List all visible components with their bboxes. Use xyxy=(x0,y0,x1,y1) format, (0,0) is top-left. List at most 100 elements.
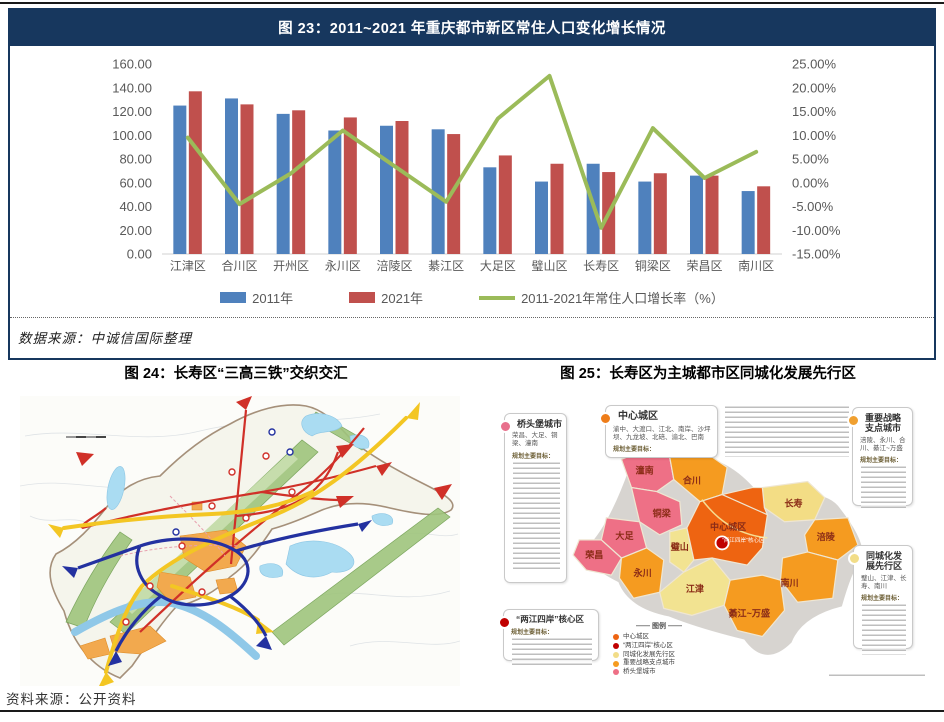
svg-text:长寿区: 长寿区 xyxy=(583,259,619,273)
svg-text:合川区: 合川区 xyxy=(221,258,257,273)
callout-tongchenghua: 同城化发展先行区 璧山、江津、长寿、南川 规划主要目标： xyxy=(848,545,913,655)
legend-item: 桥头堡城市 xyxy=(613,668,705,677)
legend-item: 同城化发展先行区 xyxy=(613,651,705,660)
callout-title: 重要战略支点城市 xyxy=(865,413,902,434)
orange-dot-icon xyxy=(847,414,860,427)
svg-text:江津: 江津 xyxy=(686,583,704,594)
dotted-divider xyxy=(10,317,934,318)
callout-zhongxinchengqu: 中心城区 渝中、大渡口、江北、南岸、沙坪坝、九龙坡、北碚、渝北、巴南 规划主要目… xyxy=(599,405,718,458)
lakes xyxy=(106,413,394,578)
svg-text:璧山区: 璧山区 xyxy=(531,258,567,273)
svg-text:铜梁区: 铜梁区 xyxy=(635,258,671,273)
figure23-panel: 图 23：2011~2021 年重庆都市新区常住人口变化增长情况 160.00 1… xyxy=(8,8,936,360)
figure24-caption: 图 24：长寿区“三高三铁”交织交汇 xyxy=(124,366,348,382)
legend-swatch-growth xyxy=(479,295,516,300)
legend-item: “两江四岸”核心区 xyxy=(613,642,705,651)
legend-swatch-2011 xyxy=(220,292,247,303)
legend-item-growth: 2011-2021年常住人口增长率（%） xyxy=(479,288,724,307)
svg-text:5.00%: 5.00% xyxy=(792,152,829,167)
top-rule xyxy=(0,2,944,4)
svg-text:涪陵: 涪陵 xyxy=(817,531,836,542)
legend-dot-icon xyxy=(613,660,619,667)
svg-text:长寿: 长寿 xyxy=(785,498,803,509)
callout-paragraph xyxy=(723,404,851,458)
svg-text:荣昌区: 荣昌区 xyxy=(686,259,722,273)
figure24-image xyxy=(20,396,460,686)
callout-cities: 璧山、江津、长寿、南川 xyxy=(861,574,907,590)
callout-cities: 涪陵、永川、合川、綦江~万盛 xyxy=(860,436,906,452)
legend-label-growth: 2011-2021年常住人口增长率（%） xyxy=(521,291,724,306)
legend-label-2021: 2021年 xyxy=(381,291,424,306)
pink-dot-icon xyxy=(499,420,512,433)
yellow-dot-icon xyxy=(848,552,861,565)
legend-dot-icon xyxy=(613,669,619,676)
figure23-source: 数据来源：中诚信国际整理 xyxy=(18,331,192,346)
callout-goal-label: 规划主要目标： xyxy=(511,629,554,636)
rail-shield-icons xyxy=(172,428,294,536)
legend-swatch-2021 xyxy=(349,292,376,303)
legend-item-2021: 2021年 xyxy=(349,288,423,307)
district-labels: 潼南 合川 长寿 铜梁 大足 荣昌 永川 璧山 中心城区 涪陵 江津 南川 綦江… xyxy=(584,464,836,618)
svg-text:10.00%: 10.00% xyxy=(792,128,837,143)
figure23-chart: 160.00 140.00 120.00 100.00 80.00 60.00 40.00 2… xyxy=(10,46,934,317)
svg-text:大足: 大足 xyxy=(615,530,634,541)
svg-text:綦江区: 綦江区 xyxy=(428,259,464,273)
svg-text:合川: 合川 xyxy=(683,475,701,486)
svg-text:大足区: 大足区 xyxy=(480,259,516,273)
svg-text:20.00%: 20.00% xyxy=(792,80,837,95)
callout-goal-label: 规划主要目标： xyxy=(860,457,903,464)
svg-text:江津区: 江津区 xyxy=(170,259,206,273)
svg-text:“两江四岸”核心区: “两江四岸”核心区 xyxy=(722,536,765,544)
legend-label-2011: 2011年 xyxy=(252,291,294,306)
legend-dot-icon xyxy=(613,634,619,641)
svg-text:-10.00%: -10.00% xyxy=(792,223,841,238)
figure23-title: 图 23：2011~2021 年重庆都市新区常住人口变化增长情况 xyxy=(10,10,934,46)
svg-text:綦江~万盛: 綦江~万盛 xyxy=(728,607,770,618)
svg-text:0.00%: 0.00% xyxy=(792,175,829,190)
expressways xyxy=(77,522,359,652)
figure25-caption: 图 25：长寿区为主城都市区同城化发展先行区 xyxy=(560,366,856,382)
svg-text:荣昌: 荣昌 xyxy=(584,549,603,560)
callout-title: “两江四岸”核心区 xyxy=(516,614,585,624)
svg-text:20.00: 20.00 xyxy=(119,223,152,238)
svg-text:-5.00%: -5.00% xyxy=(792,199,834,214)
figure25-image: 潼南 合川 长寿 铜梁 大足 荣昌 永川 璧山 中心城区 涪陵 江津 南川 綦江… xyxy=(495,397,937,691)
map-credit-blurred xyxy=(829,673,925,678)
highway-arrows xyxy=(76,396,452,508)
figure25-map: 潼南 合川 长寿 铜梁 大足 荣昌 永川 璧山 中心城区 涪陵 江津 南川 綦江… xyxy=(551,439,863,676)
callout-zhidian: 重要战略支点城市 涪陵、永川、合川、綦江~万盛 规划主要目标： xyxy=(847,407,913,511)
svg-text:永川区: 永川区 xyxy=(325,259,361,273)
callout-title: 桥头堡城市 xyxy=(517,419,563,429)
figure25-legend: —— 图例 —— 中心城区 “两江四岸”核心区 同城化发展先行区 重要战略支点城… xyxy=(613,621,705,677)
bar-line-chart: 160.00 140.00 120.00 100.00 80.00 60.00 40.00 2… xyxy=(112,57,841,274)
legend-item-2011: 2011年 xyxy=(220,288,293,307)
route-shield-icons xyxy=(122,452,296,626)
svg-text:140.00: 140.00 xyxy=(112,80,152,95)
svg-text:15.00%: 15.00% xyxy=(792,104,837,119)
callout-liangjiangsian: “两江四岸”核心区 规划主要目标： xyxy=(498,609,599,667)
chart-legend: 2011年 2021年 2011-2021年常住人口增长率（%） xyxy=(12,286,932,317)
figure24-map xyxy=(20,396,460,686)
legend-item: 中心城区 xyxy=(613,633,705,642)
blurred-text xyxy=(725,405,849,457)
svg-text:100.00: 100.00 xyxy=(112,128,152,143)
blurred-text xyxy=(513,460,560,569)
legend-title: —— 图例 —— xyxy=(636,623,682,630)
svg-text:160.00: 160.00 xyxy=(112,57,152,72)
svg-text:南川区: 南川区 xyxy=(738,258,774,273)
callout-title: 中心城区 xyxy=(618,411,658,422)
blurred-text xyxy=(861,464,906,511)
captions-row: 图 24：长寿区“三高三铁”交织交汇 图 25：长寿区为主城都市区同城化发展先行… xyxy=(0,362,944,383)
legend-dot-icon xyxy=(613,643,619,650)
svg-text:南川: 南川 xyxy=(780,577,798,588)
svg-text:开州区: 开州区 xyxy=(273,259,309,273)
callout-title: 同城化发展先行区 xyxy=(866,551,903,572)
legend-item: 重要战略支点城市 xyxy=(613,659,705,668)
callout-cities: 荣昌、大足、铜梁、潼南 xyxy=(512,432,558,448)
svg-text:120.00: 120.00 xyxy=(112,104,152,119)
callout-goal-label: 规划主要目标： xyxy=(861,595,904,602)
red-dot-icon xyxy=(498,616,511,629)
svg-text:铜梁: 铜梁 xyxy=(653,508,672,519)
bottom-rule xyxy=(0,710,944,712)
svg-text:0.00: 0.00 xyxy=(127,247,152,262)
